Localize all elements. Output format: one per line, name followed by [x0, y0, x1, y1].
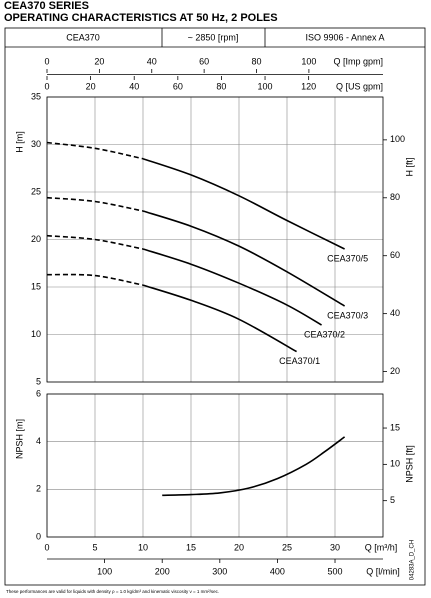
plot-frame — [46, 393, 384, 538]
curve — [46, 196, 144, 212]
curve-label: CEA370/5 — [327, 253, 368, 263]
curve — [142, 284, 297, 353]
curve — [142, 210, 346, 307]
y2-tick-label: 10 — [390, 459, 400, 469]
x-tick-label: 15 — [186, 542, 196, 552]
top-axis-tick-label: 40 — [147, 56, 157, 66]
x2-tick-label: 100 — [97, 566, 112, 576]
y2-tick-label: 40 — [390, 308, 400, 318]
x2-axis-label: Q [l/min] — [366, 566, 400, 576]
curve-label: CEA370/2 — [304, 329, 345, 339]
x-tick-label: 0 — [44, 542, 49, 552]
y-tick-label: 6 — [36, 388, 41, 398]
y2-tick-label: 100 — [390, 134, 405, 144]
curve — [46, 273, 144, 286]
y-tick-label: 10 — [31, 329, 41, 339]
y2-tick-label: 80 — [390, 192, 400, 202]
curve-label: CEA370/1 — [279, 356, 320, 366]
top-axis-tick-label: 0 — [44, 56, 49, 66]
x-tick-label: 20 — [234, 542, 244, 552]
outer-frame — [4, 27, 426, 586]
curve — [142, 248, 322, 326]
header-cell: ISO 9906 - Annex A — [305, 32, 384, 42]
y-tick-label: 2 — [36, 484, 41, 494]
top-axis-tick-label: 60 — [173, 81, 183, 91]
y-tick-label: 15 — [31, 281, 41, 291]
y2-axis-label: NPSH [ft] — [404, 445, 414, 483]
y-tick-label: 5 — [36, 376, 41, 386]
top-axis-tick-label: 40 — [129, 81, 139, 91]
y-tick-label: 0 — [36, 531, 41, 541]
top-axis-tick-label: 100 — [301, 56, 316, 66]
y2-tick-label: 60 — [390, 250, 400, 260]
curve — [162, 436, 346, 497]
top-axis-tick-label: 80 — [252, 56, 262, 66]
y-tick-label: 4 — [36, 436, 41, 446]
top-axis-tick-label: 20 — [94, 56, 104, 66]
top-axis-label: Q [US gpm] — [336, 81, 383, 91]
y2-axis-label: H [ft] — [404, 157, 414, 176]
x-axis-label: Q [m³/h] — [365, 542, 398, 552]
top-axis-tick-label: 100 — [258, 81, 273, 91]
y2-tick-label: 15 — [390, 422, 400, 432]
x2-tick-label: 500 — [328, 566, 343, 576]
doc-code: 04283A_D_CH — [410, 540, 416, 580]
x2-tick-label: 200 — [155, 566, 170, 576]
top-axis-tick-label: 0 — [44, 81, 49, 91]
plot-frame — [46, 96, 384, 383]
y-axis-label: H [m] — [14, 131, 24, 153]
curve-label: CEA370/3 — [327, 310, 368, 320]
top-axis-tick-label: 60 — [199, 56, 209, 66]
top-axis-label: Q [Imp gpm] — [333, 56, 383, 66]
top-axis-tick-label: 80 — [216, 81, 226, 91]
top-axis-tick-label: 20 — [86, 81, 96, 91]
footer-note: These performances are valid for liquids… — [6, 589, 219, 594]
x-tick-label: 30 — [330, 542, 340, 552]
y-tick-label: 35 — [31, 91, 41, 101]
header-cell: CEA370 — [66, 32, 100, 42]
x-tick-label: 5 — [92, 542, 97, 552]
x-tick-label: 25 — [282, 542, 292, 552]
x2-tick-label: 400 — [270, 566, 285, 576]
y-tick-label: 20 — [31, 234, 41, 244]
y2-tick-label: 20 — [390, 366, 400, 376]
subtitle: OPERATING CHARACTERISTICS AT 50 Hz, 2 PO… — [4, 12, 278, 24]
y-axis-label: NPSH [m] — [14, 419, 24, 459]
curve — [46, 141, 144, 160]
top-axis-tick-label: 120 — [301, 81, 316, 91]
curve — [46, 234, 144, 250]
y-tick-label: 30 — [31, 139, 41, 149]
curve — [142, 157, 345, 250]
y2-tick-label: 5 — [390, 495, 395, 505]
title: CEA370 SERIES — [4, 0, 89, 12]
header-cell: ~ 2850 [rpm] — [188, 32, 239, 42]
x2-tick-label: 300 — [212, 566, 227, 576]
y-tick-label: 25 — [31, 186, 41, 196]
x-tick-label: 10 — [138, 542, 148, 552]
